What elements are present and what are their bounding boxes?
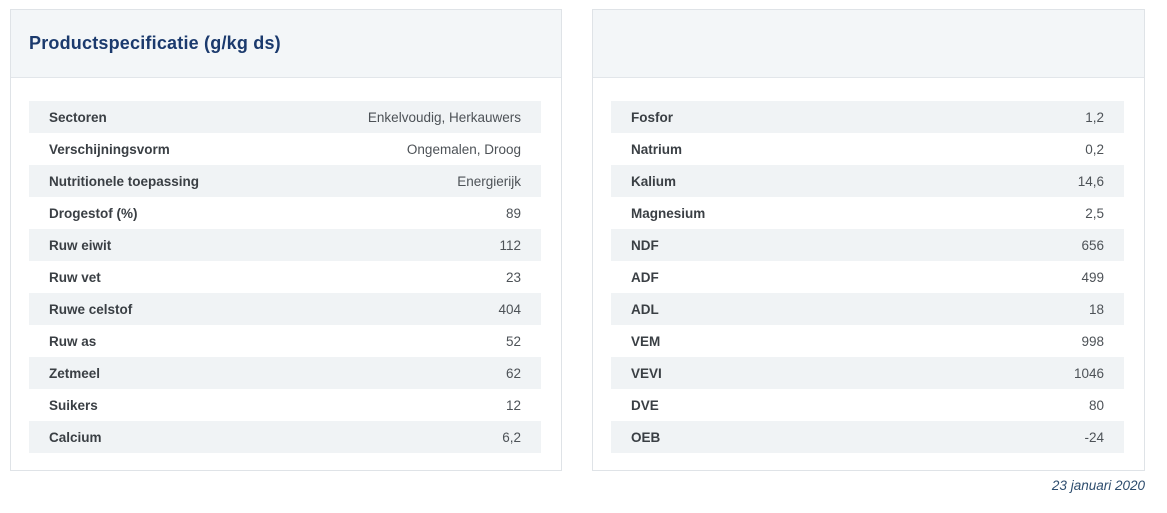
row-label: OEB — [631, 429, 661, 445]
row-label: Natrium — [631, 141, 683, 157]
row-value: 112 — [499, 237, 521, 253]
table-row: Drogestof (%) 89 — [29, 197, 541, 229]
row-value: Enkelvoudig, Herkauwers — [367, 109, 521, 125]
row-value: -24 — [1084, 429, 1104, 445]
row-label: Kalium — [631, 173, 677, 189]
row-label: NDF — [631, 237, 659, 253]
row-value: 656 — [1081, 237, 1104, 253]
row-label: VEM — [631, 333, 661, 349]
row-value: 1,2 — [1085, 109, 1104, 125]
row-label: ADF — [631, 269, 659, 285]
row-value: 2,5 — [1085, 205, 1104, 221]
table-row: Calcium 6,2 — [29, 421, 541, 453]
row-label: Magnesium — [631, 205, 706, 221]
row-label: ADL — [631, 301, 659, 317]
table-row: Ruw vet 23 — [29, 261, 541, 293]
row-label: Drogestof (%) — [49, 205, 138, 221]
row-value: 89 — [505, 205, 521, 221]
row-value: Energierijk — [457, 173, 521, 189]
row-value: 499 — [1081, 269, 1104, 285]
row-label: Ruw eiwit — [49, 237, 112, 253]
row-value: 52 — [505, 333, 521, 349]
table-row: Magnesium 2,5 — [611, 197, 1124, 229]
table-row: ADF 499 — [611, 261, 1124, 293]
table-row: Fosfor 1,2 — [611, 101, 1124, 133]
row-value: 998 — [1081, 333, 1104, 349]
right-card-header — [593, 10, 1144, 78]
table-row: VEM 998 — [611, 325, 1124, 357]
row-label: Calcium — [49, 429, 102, 445]
table-row: VEVI 1046 — [611, 357, 1124, 389]
left-card-header: Productspecificatie (g/kg ds) — [11, 10, 561, 78]
row-value: 18 — [1088, 301, 1104, 317]
row-value: 80 — [1088, 397, 1104, 413]
row-value: 0,2 — [1085, 141, 1104, 157]
row-label: Zetmeel — [49, 365, 101, 381]
table-row: Kalium 14,6 — [611, 165, 1124, 197]
row-label: VEVI — [631, 365, 662, 381]
row-label: Sectoren — [49, 109, 107, 125]
table-row: Zetmeel 62 — [29, 357, 541, 389]
table-row: Verschijningsvorm Ongemalen, Droog — [29, 133, 541, 165]
table-row: Suikers 12 — [29, 389, 541, 421]
row-label: Ruw as — [49, 333, 97, 349]
row-value: Ongemalen, Droog — [406, 141, 521, 157]
table-row: Nutritionele toepassing Energierijk — [29, 165, 541, 197]
table-row: Ruw as 52 — [29, 325, 541, 357]
right-spec-card: Fosfor 1,2 Natrium 0,2 Kalium 14,6 Magnesium 2,… — [592, 9, 1145, 471]
left-spec-table: Sectoren Enkelvoudig, Herkauwers Verschijn… — [11, 78, 561, 453]
table-row: Natrium 0,2 — [611, 133, 1124, 165]
row-value: 23 — [505, 269, 521, 285]
table-row: OEB -24 — [611, 421, 1124, 453]
table-row: NDF 656 — [611, 229, 1124, 261]
row-value: 1046 — [1073, 365, 1104, 381]
row-value: 404 — [498, 301, 521, 317]
row-label: Suikers — [49, 397, 98, 413]
row-value: 62 — [505, 365, 521, 381]
row-label: Ruwe celstof — [49, 301, 133, 317]
row-label: Nutritionele toepassing — [49, 173, 200, 189]
left-spec-card: Productspecificatie (g/kg ds) Sectoren En… — [10, 9, 562, 471]
publication-date: 23 januari 2020 — [1051, 478, 1145, 493]
row-label: Ruw vet — [49, 269, 101, 285]
table-row: DVE 80 — [611, 389, 1124, 421]
row-value: 14,6 — [1077, 173, 1104, 189]
right-spec-table: Fosfor 1,2 Natrium 0,2 Kalium 14,6 Magnesium 2,… — [593, 78, 1144, 453]
page-title: Productspecificatie (g/kg ds) — [29, 33, 281, 53]
row-label: Fosfor — [631, 109, 673, 125]
row-label: Verschijningsvorm — [49, 141, 170, 157]
row-label: DVE — [631, 397, 659, 413]
table-row: Ruwe celstof 404 — [29, 293, 541, 325]
table-row: Sectoren Enkelvoudig, Herkauwers — [29, 101, 541, 133]
row-value: 6,2 — [502, 429, 521, 445]
table-row: Ruw eiwit 112 — [29, 229, 541, 261]
row-value: 12 — [505, 397, 521, 413]
table-row: ADL 18 — [611, 293, 1124, 325]
